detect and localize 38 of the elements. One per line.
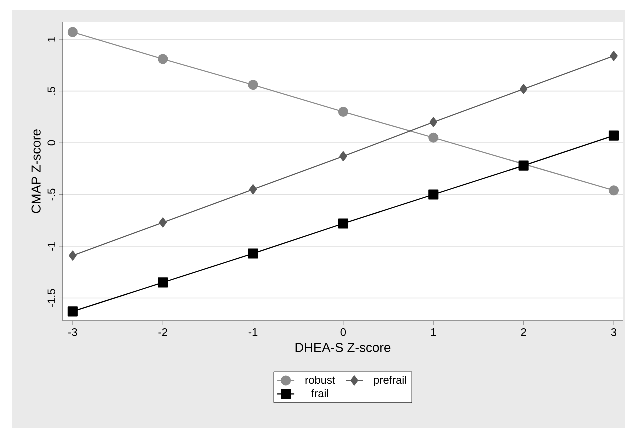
- y-tick-label: -1: [48, 242, 56, 251]
- point: [68, 27, 78, 38]
- x-axis-title: DHEA-S Z-score: [296, 343, 391, 352]
- point: [68, 306, 78, 317]
- point: [248, 248, 258, 259]
- point: [518, 160, 529, 171]
- point: [428, 190, 439, 200]
- legend-label: frail: [312, 389, 328, 398]
- y-tick-label: 0: [48, 140, 56, 146]
- point: [340, 151, 348, 162]
- y-axis-title: CMAP Z-score: [32, 130, 41, 214]
- y-tick-label: 1: [48, 37, 56, 42]
- point: [159, 218, 168, 228]
- point: [608, 130, 620, 141]
- point: [428, 132, 439, 143]
- point: [249, 184, 258, 195]
- y-tick-label: -1.5: [48, 289, 56, 308]
- y-tick-label: .5: [48, 87, 56, 95]
- point: [520, 84, 528, 94]
- x-tick-label: 2: [521, 328, 526, 336]
- point: [610, 51, 618, 62]
- point: [248, 80, 258, 90]
- legend-label: prefrail: [374, 376, 406, 386]
- x-tick-label: 1: [431, 328, 436, 336]
- point: [608, 186, 620, 196]
- x-tick-label: -2: [158, 328, 168, 336]
- x-tick-label: 3: [611, 328, 617, 336]
- point: [430, 117, 438, 128]
- point: [158, 54, 168, 64]
- legend-label: robust: [306, 376, 336, 384]
- point: [338, 106, 348, 118]
- y-tick-label: -.5: [48, 188, 56, 201]
- point: [158, 278, 168, 288]
- x-tick-label: 0: [340, 328, 346, 336]
- point: [69, 250, 77, 261]
- x-tick-label: -1: [248, 328, 258, 336]
- x-tick-label: -3: [68, 328, 78, 336]
- point: [338, 218, 348, 229]
